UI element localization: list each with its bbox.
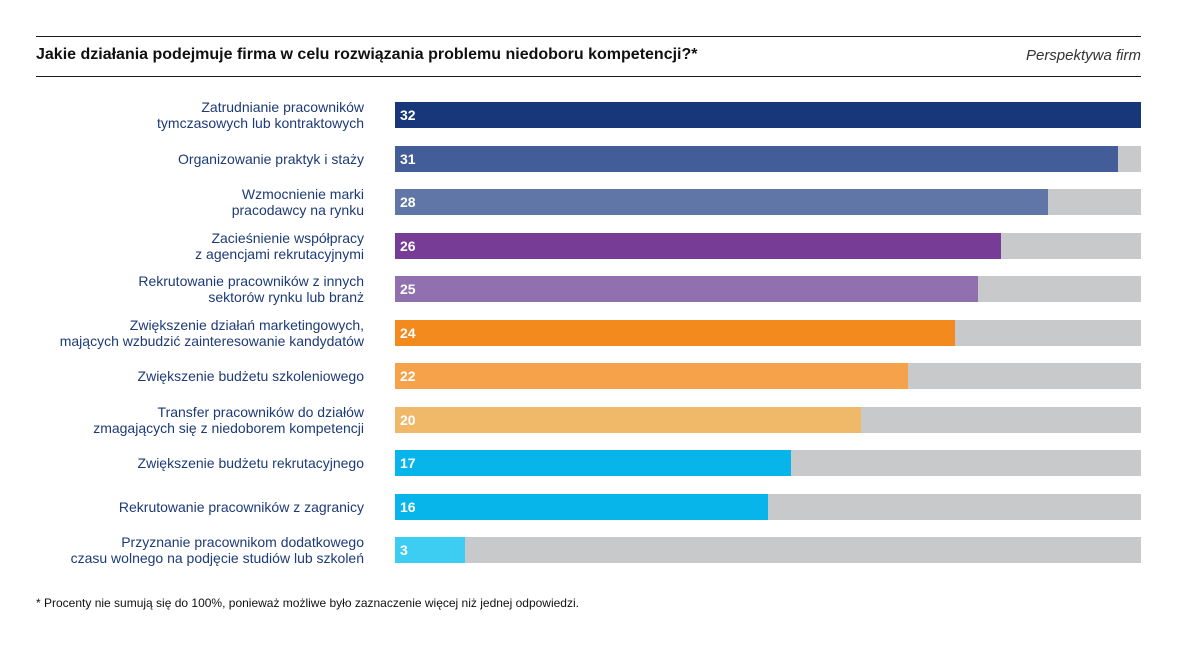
chart-title: Jakie działania podejmuje firma w celu r… — [36, 46, 698, 63]
bar-track: 16 — [395, 493, 1141, 520]
category-label: Rekrutowanie pracowników z zagranicy — [118, 498, 364, 515]
bar-track: 22 — [395, 363, 1141, 389]
bar: 22 — [395, 363, 908, 389]
bar-track: 31 — [395, 145, 1141, 172]
bar: 17 — [395, 450, 792, 476]
bar-row: Zwiększenie działań marketingowych, mają… — [0, 316, 1188, 349]
category-label: Przyznanie pracownikom dodatkowego czasu… — [70, 534, 364, 566]
footnote: * Procenty nie sumują się do 100%, ponie… — [36, 596, 579, 610]
bar-row: Transfer pracowników do działów zmagając… — [0, 403, 1188, 436]
bar-track: 20 — [395, 406, 1141, 433]
bar: 3 — [395, 537, 465, 563]
top-rule — [36, 36, 1141, 37]
bar-row: Zacieśnienie współpracy z agencjami rekr… — [0, 229, 1188, 262]
category-label: Wzmocnienie marki pracodawcy na rynku — [231, 186, 364, 218]
bar: 20 — [395, 406, 862, 433]
data-label: 17 — [400, 455, 416, 471]
perspective-label: Perspektywa firm — [1025, 47, 1141, 64]
bar-track: 3 — [395, 537, 1141, 563]
data-label: 16 — [400, 498, 416, 515]
data-label: 25 — [400, 281, 416, 297]
bar-row: Rekrutowanie pracowników z innych sektor… — [0, 273, 1188, 305]
category-label: Organizowanie praktyk i staży — [178, 150, 364, 167]
category-label: Zacieśnienie współpracy z agencjami rekr… — [195, 229, 364, 262]
bar-row: Rekrutowanie pracowników z zagranicy 16 — [0, 493, 1188, 520]
data-label: 26 — [400, 237, 416, 254]
data-label: 28 — [400, 194, 416, 210]
header-bottom-rule — [36, 76, 1141, 77]
bar-row: Zatrudnianie pracowników tymczasowych lu… — [0, 99, 1188, 131]
bar: 26 — [395, 232, 1002, 259]
bar-row: Zwiększenie budżetu rekrutacyjnego 17 — [0, 450, 1188, 476]
bar-row: Zwiększenie budżetu szkoleniowego 22 — [0, 363, 1188, 389]
bar-track: 28 — [395, 189, 1141, 215]
data-label: 3 — [400, 542, 408, 558]
bar: 16 — [395, 493, 768, 520]
category-label: Zwiększenie budżetu szkoleniowego — [137, 368, 364, 384]
data-label: 20 — [400, 411, 416, 428]
category-label: Zwiększenie budżetu rekrutacyjnego — [137, 455, 364, 471]
bar-track: 24 — [395, 319, 1141, 346]
data-label: 24 — [400, 324, 416, 341]
data-label: 31 — [400, 150, 416, 167]
bar-track: 25 — [395, 276, 1141, 302]
bar: 25 — [395, 276, 978, 302]
bar-row: Przyznanie pracownikom dodatkowego czasu… — [0, 534, 1188, 566]
bar-track: 17 — [395, 450, 1141, 476]
data-label: 32 — [400, 107, 416, 123]
bar-row: Wzmocnienie marki pracodawcy na rynku 28 — [0, 186, 1188, 218]
bar-track: 26 — [395, 232, 1141, 259]
category-label: Zatrudnianie pracowników tymczasowych lu… — [157, 99, 364, 131]
category-label: Rekrutowanie pracowników z innych sektor… — [138, 273, 364, 305]
bar: 24 — [395, 319, 955, 346]
bar: 28 — [395, 189, 1048, 215]
bar-track: 32 — [395, 102, 1141, 128]
category-label: Zwiększenie działań marketingowych, mają… — [59, 316, 364, 349]
bar: 31 — [395, 145, 1118, 172]
category-label: Transfer pracowników do działów zmagając… — [93, 403, 364, 436]
bar-row: Organizowanie praktyk i staży 31 — [0, 145, 1188, 172]
data-label: 22 — [400, 368, 416, 384]
bar: 32 — [395, 102, 1141, 128]
